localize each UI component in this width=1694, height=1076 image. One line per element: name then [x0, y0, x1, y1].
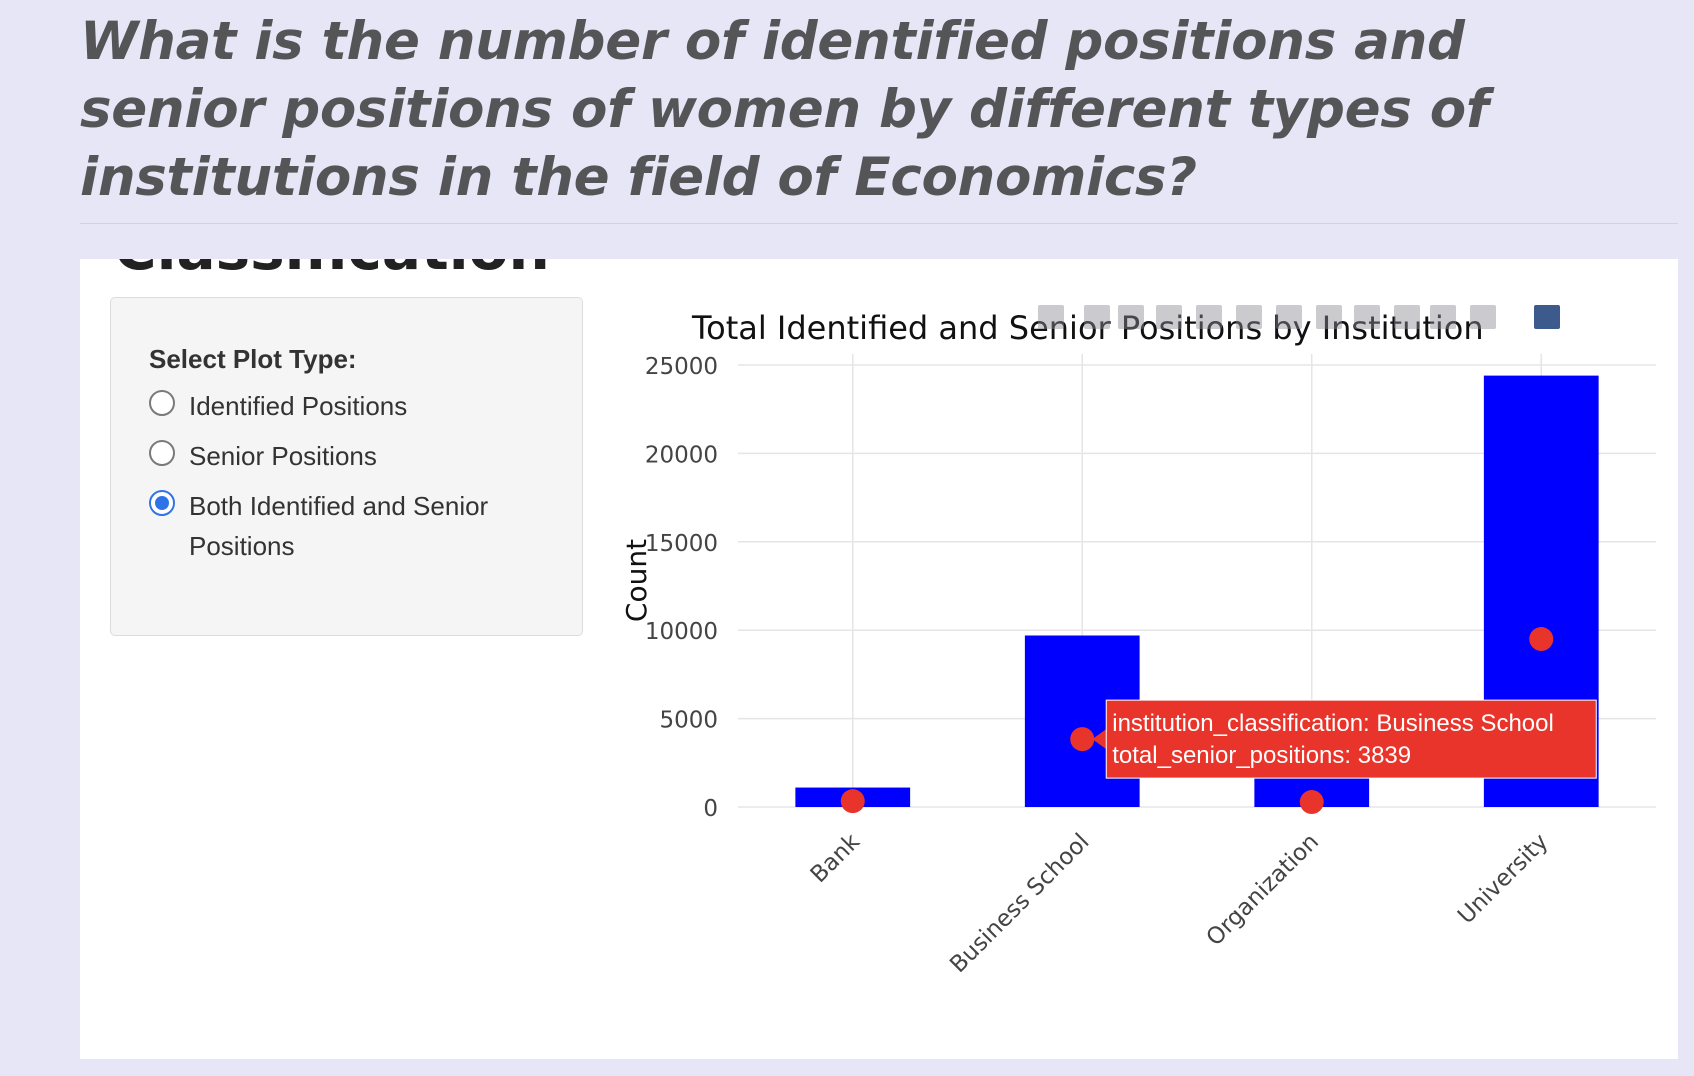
main-panel: Classification Select Plot Type: Identif…	[80, 259, 1678, 1059]
y-axis-label: Count	[620, 539, 653, 622]
reset-axes-icon[interactable]	[1354, 305, 1380, 329]
tooltip-line: institution_classification: Business Sch…	[1112, 710, 1554, 737]
divider	[80, 223, 1678, 224]
plot-type-sidebar: Select Plot Type: Identified Positions S…	[110, 297, 583, 636]
zoom-in-icon[interactable]	[1236, 305, 1262, 329]
hover-compare-icon[interactable]	[1470, 305, 1496, 329]
radio-button-icon[interactable]	[149, 440, 175, 466]
tooltip-line: total_senior_positions: 3839	[1112, 742, 1411, 769]
x-tick-label: Bank	[806, 828, 866, 888]
x-tick-label: Business School	[945, 829, 1094, 978]
hover-closest-icon[interactable]	[1430, 305, 1456, 329]
hover-tooltip	[1105, 699, 1597, 779]
bar-chart: Total Identified and Senior Positions by…	[600, 259, 1678, 1059]
y-tick-label: 5000	[659, 708, 718, 734]
radio-label: Senior Positions	[189, 441, 377, 471]
radio-button-checked-icon[interactable]	[149, 490, 175, 516]
radio-button-icon[interactable]	[149, 390, 175, 416]
pan-icon[interactable]	[1118, 305, 1144, 329]
x-tick-label: University	[1453, 829, 1553, 929]
radio-label: Identified Positions	[189, 391, 408, 421]
box-select-icon[interactable]	[1156, 305, 1182, 329]
scatter-point[interactable]	[1070, 727, 1095, 752]
chart-svg: Total Identified and Senior Positions by…	[620, 309, 1656, 978]
plotly-logo-icon[interactable]	[1534, 305, 1560, 329]
zoom-out-icon[interactable]	[1276, 305, 1302, 329]
scatter-point[interactable]	[840, 789, 865, 814]
plot-type-label: Select Plot Type:	[149, 344, 357, 374]
radio-both-positions[interactable]: Both Identified and Senior Positions	[149, 486, 529, 566]
spike-lines-icon[interactable]	[1394, 305, 1420, 329]
y-tick-label: 10000	[645, 619, 718, 645]
y-tick-label: 20000	[645, 442, 718, 468]
chart-title: Total Identified and Senior Positions by…	[691, 309, 1484, 347]
zoom-icon[interactable]	[1084, 305, 1110, 329]
camera-icon[interactable]	[1038, 305, 1064, 329]
page-question: What is the number of identified positio…	[80, 11, 1489, 208]
radio-senior-positions[interactable]: Senior Positions	[149, 436, 529, 476]
y-tick-label: 15000	[645, 531, 718, 557]
y-tick-label: 0	[703, 796, 718, 822]
tooltip-pointer	[1092, 729, 1107, 750]
y-tick-label: 25000	[645, 354, 718, 380]
section-heading: Classification	[114, 259, 550, 283]
scatter-point[interactable]	[1529, 627, 1554, 652]
scatter-point[interactable]	[1299, 790, 1324, 815]
radio-identified-positions[interactable]: Identified Positions	[149, 386, 529, 426]
radio-label: Both Identified and Senior Positions	[189, 491, 489, 561]
lasso-icon[interactable]	[1196, 305, 1222, 329]
x-tick-label: Organization	[1202, 829, 1324, 951]
autoscale-icon[interactable]	[1316, 305, 1342, 329]
